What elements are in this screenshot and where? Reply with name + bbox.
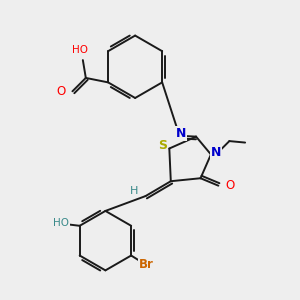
- Text: O: O: [225, 179, 234, 192]
- Text: S: S: [158, 139, 167, 152]
- Text: N: N: [176, 127, 186, 140]
- Text: HO: HO: [73, 45, 88, 55]
- Text: O: O: [57, 85, 66, 98]
- Text: Br: Br: [139, 258, 154, 271]
- Text: N: N: [211, 146, 221, 160]
- Text: HO: HO: [53, 218, 69, 228]
- Text: H: H: [130, 186, 138, 196]
